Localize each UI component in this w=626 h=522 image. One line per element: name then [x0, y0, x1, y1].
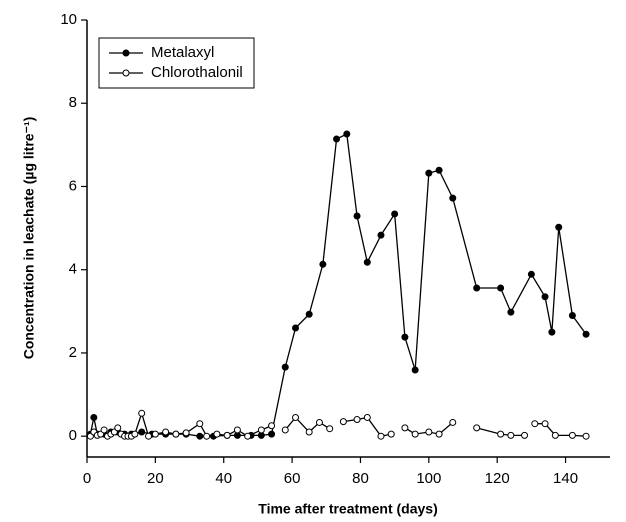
data-point: [541, 420, 549, 428]
data-point: [555, 223, 563, 231]
data-point: [425, 169, 433, 177]
data-point: [281, 426, 289, 434]
data-point: [339, 418, 347, 426]
x-tick-label: 20: [147, 470, 164, 487]
data-point: [449, 418, 457, 426]
data-point: [377, 231, 385, 239]
legend-label: Metalaxyl: [151, 44, 214, 61]
data-point: [353, 212, 361, 220]
data-point: [268, 422, 276, 430]
data-point: [473, 284, 481, 292]
data-point: [411, 366, 419, 374]
data-point: [568, 311, 576, 319]
data-point: [582, 330, 590, 338]
data-point: [162, 428, 170, 436]
data-point: [363, 413, 371, 421]
data-point: [425, 428, 433, 436]
data-point: [401, 333, 409, 341]
x-tick-label: 40: [215, 470, 232, 487]
data-point: [305, 310, 313, 318]
y-axis-label: Concentration in leachate (µg litre⁻¹): [21, 117, 37, 360]
data-point: [401, 424, 409, 432]
x-tick-label: 60: [284, 470, 301, 487]
data-point: [333, 135, 341, 143]
data-point: [114, 424, 122, 432]
data-point: [319, 260, 327, 268]
data-point: [473, 424, 481, 432]
y-tick-label: 2: [69, 344, 77, 361]
series-line: [89, 133, 587, 437]
data-point: [326, 425, 334, 433]
legend-box: [98, 37, 255, 89]
x-tick-label: 0: [83, 470, 91, 487]
y-tick-label: 4: [69, 261, 77, 278]
x-tick-label: 140: [553, 470, 578, 487]
data-point: [292, 413, 300, 421]
data-point: [172, 430, 180, 438]
data-point: [90, 413, 98, 421]
x-tick-label: 100: [416, 470, 441, 487]
data-point: [363, 258, 371, 266]
y-tick-label: 6: [69, 177, 77, 194]
y-tick-label: 8: [69, 94, 77, 111]
data-point: [343, 130, 351, 138]
data-point: [292, 324, 300, 332]
data-point: [391, 210, 399, 218]
data-point: [196, 432, 204, 440]
data-point: [449, 194, 457, 202]
data-point: [182, 429, 190, 437]
data-point: [213, 430, 221, 438]
data-point: [568, 431, 576, 439]
data-point: [497, 430, 505, 438]
data-point: [541, 293, 549, 301]
data-point: [387, 430, 395, 438]
data-point: [507, 431, 515, 439]
x-tick-label: 120: [485, 470, 510, 487]
data-point: [315, 418, 323, 426]
data-point: [257, 426, 265, 434]
y-tick-label: 0: [69, 427, 77, 444]
data-point: [268, 430, 276, 438]
data-point: [527, 270, 535, 278]
data-point: [435, 430, 443, 438]
data-point: [411, 430, 419, 438]
legend-marker: [122, 49, 130, 57]
data-point: [138, 428, 146, 436]
data-point: [497, 284, 505, 292]
data-point: [100, 426, 108, 434]
data-point: [353, 416, 361, 424]
x-tick-label: 80: [352, 470, 369, 487]
data-point: [551, 431, 559, 439]
data-point: [145, 432, 153, 440]
data-point: [131, 430, 139, 438]
data-point: [233, 426, 241, 434]
data-point: [582, 432, 590, 440]
data-point: [377, 432, 385, 440]
data-point: [203, 432, 211, 440]
x-axis-label: Time after treatment (days): [258, 501, 437, 517]
legend-label: Chlorothalonil: [151, 64, 243, 81]
data-point: [196, 420, 204, 428]
data-point: [151, 430, 159, 438]
data-point: [305, 428, 313, 436]
data-point: [138, 409, 146, 417]
legend-marker: [122, 69, 130, 77]
data-point: [435, 166, 443, 174]
data-point: [244, 432, 252, 440]
data-point: [548, 328, 556, 336]
data-point: [531, 420, 539, 428]
data-point: [223, 431, 231, 439]
data-point: [507, 308, 515, 316]
data-point: [521, 431, 529, 439]
y-tick-label: 10: [60, 11, 77, 28]
data-point: [281, 363, 289, 371]
